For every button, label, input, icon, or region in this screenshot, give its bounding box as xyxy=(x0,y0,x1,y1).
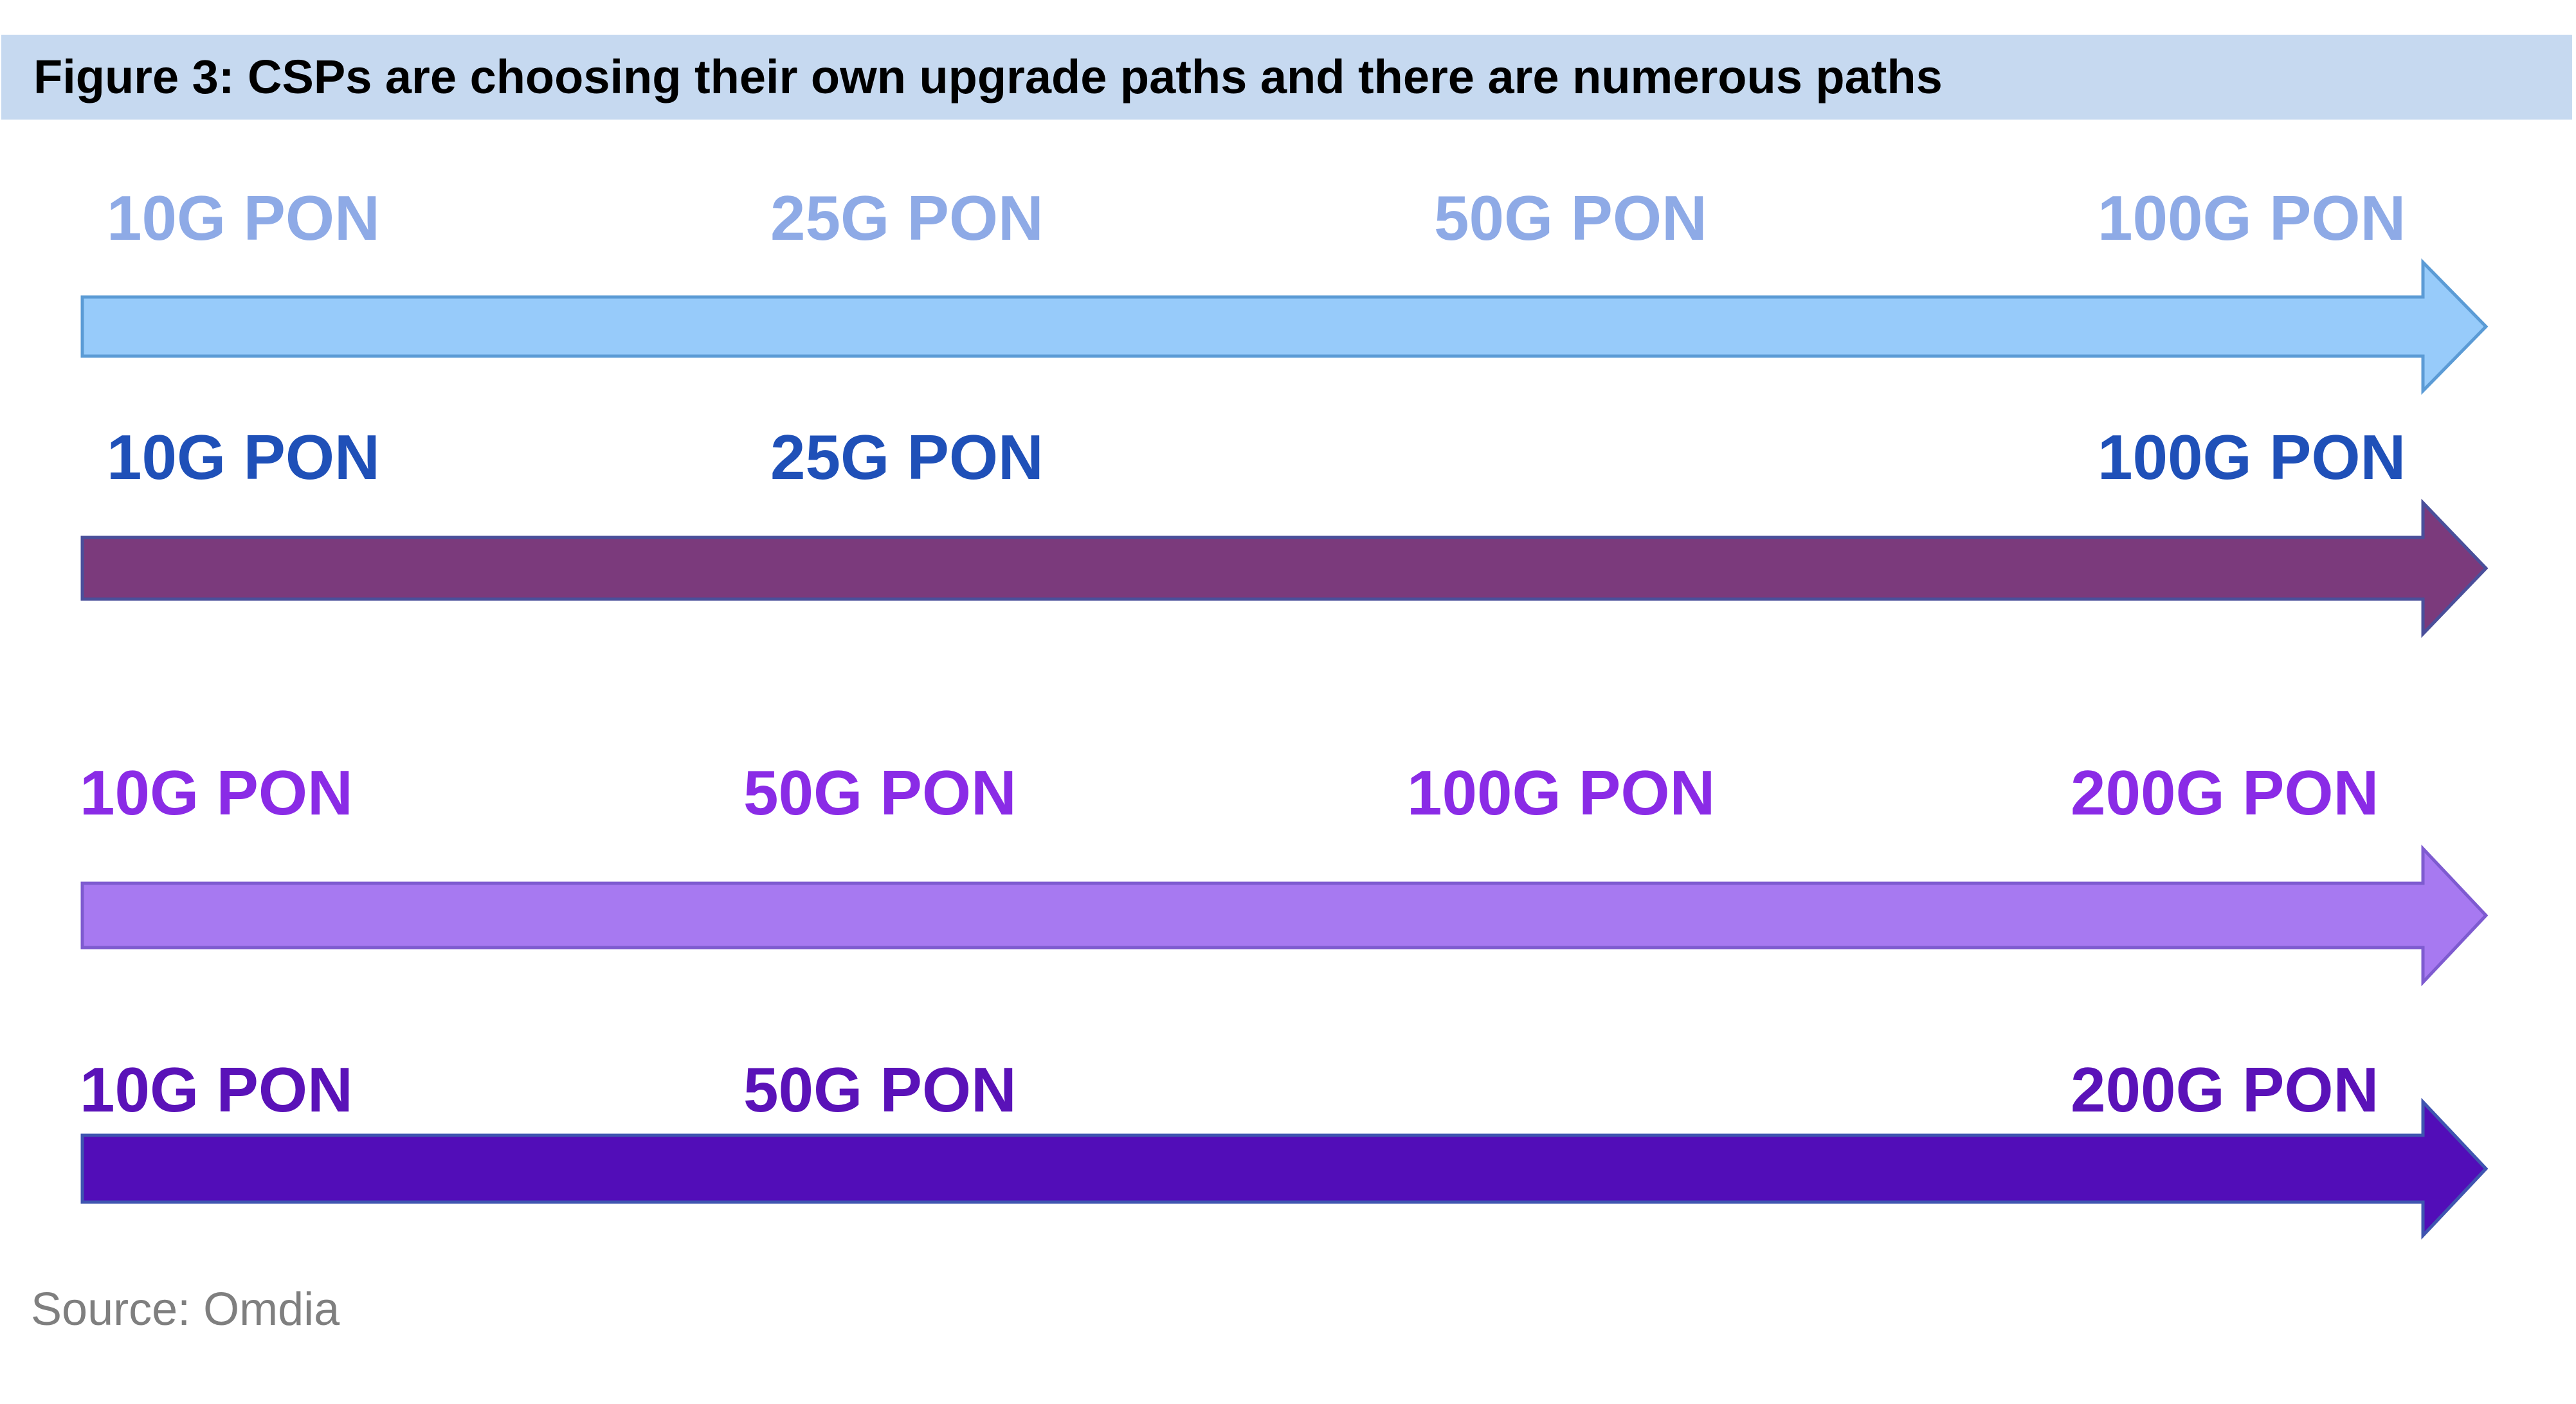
path-1-stage-2-label: 25G PON xyxy=(770,183,1044,253)
path-3-arrow xyxy=(80,844,2489,987)
path-4-stage-1-label: 10G PON xyxy=(80,1054,353,1125)
path-3-stage-4-label: 200G PON xyxy=(2071,757,2379,828)
path-1-arrow-shape xyxy=(80,258,2489,395)
path-2-stage-1-label: 10G PON xyxy=(107,422,380,492)
path-1-stage-4-label: 100G PON xyxy=(2098,183,2406,253)
path-4-arrow-shape xyxy=(80,1097,2489,1240)
path-3-stage-1-label: 10G PON xyxy=(80,757,353,828)
path-1-stage-3-label: 50G PON xyxy=(1434,183,1707,253)
path-4-arrow xyxy=(80,1097,2489,1240)
path-1-arrow xyxy=(80,258,2489,395)
title-bar: Figure 3: CSPs are choosing their own up… xyxy=(1,35,2572,120)
source-note: Source: Omdia xyxy=(31,1284,340,1335)
path-4-stage-3-label: 200G PON xyxy=(2071,1054,2379,1125)
path-1-stage-1-label: 10G PON xyxy=(107,183,380,253)
figure-title: Figure 3: CSPs are choosing their own up… xyxy=(33,50,1943,104)
path-4-stage-2-label: 50G PON xyxy=(743,1054,1017,1125)
path-3-stage-2-label: 50G PON xyxy=(743,757,1017,828)
path-2-arrow xyxy=(80,498,2489,638)
path-3-stage-3-label: 100G PON xyxy=(1407,757,1716,828)
path-2-arrow-shape xyxy=(80,498,2489,638)
path-3-arrow-shape xyxy=(80,844,2489,987)
path-2-stage-3-label: 100G PON xyxy=(2098,422,2406,492)
path-2-stage-2-label: 25G PON xyxy=(770,422,1044,492)
